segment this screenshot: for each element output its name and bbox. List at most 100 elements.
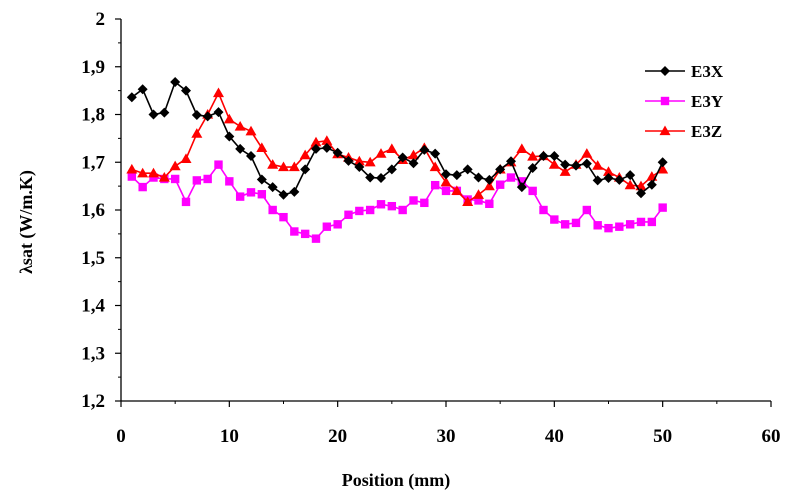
data-point	[581, 148, 593, 158]
data-point	[278, 161, 289, 172]
series-e3y	[127, 160, 667, 243]
axes	[115, 18, 772, 407]
data-point	[300, 164, 311, 175]
data-point	[409, 196, 418, 205]
data-point	[234, 120, 246, 131]
series-e3x	[126, 77, 668, 200]
data-point	[582, 205, 592, 215]
x-tick-label: 60	[762, 426, 781, 447]
data-point	[657, 157, 668, 168]
data-point	[191, 128, 203, 138]
data-point	[279, 212, 288, 222]
data-point	[473, 172, 484, 183]
data-point	[365, 172, 376, 183]
data-point	[516, 143, 528, 154]
data-point	[191, 109, 202, 120]
y-tick-label: 1,5	[81, 248, 105, 269]
x-axis-title: Position (mm)	[342, 470, 450, 491]
data-point	[311, 234, 321, 243]
data-point	[137, 167, 149, 178]
data-point	[571, 218, 581, 228]
data-point	[355, 206, 364, 216]
data-point	[560, 220, 570, 229]
data-point	[550, 215, 559, 224]
data-point	[181, 85, 191, 96]
data-point	[624, 179, 636, 190]
data-point	[365, 205, 375, 215]
data-point	[549, 151, 560, 162]
x-tick-label: 30	[437, 426, 456, 447]
data-point	[256, 174, 267, 185]
data-point	[343, 155, 354, 166]
data-point	[420, 198, 429, 208]
data-point	[548, 159, 560, 169]
data-point	[322, 222, 332, 231]
data-point	[223, 113, 235, 124]
data-point	[180, 153, 192, 164]
data-point	[386, 143, 398, 154]
data-point	[235, 192, 245, 201]
data-point	[246, 188, 256, 197]
data-point	[300, 229, 310, 239]
data-point	[539, 205, 548, 215]
y-tick-label: 1,2	[81, 391, 105, 412]
data-point	[127, 172, 137, 181]
data-point	[376, 173, 386, 184]
data-point	[636, 188, 646, 199]
data-point	[581, 158, 592, 169]
series-line	[131, 91, 664, 203]
data-point	[495, 180, 505, 189]
data-point	[636, 217, 646, 227]
data-point	[267, 159, 279, 169]
data-point	[603, 166, 614, 176]
data-series	[126, 77, 669, 243]
data-point	[527, 151, 539, 161]
data-point	[311, 143, 321, 154]
data-point	[506, 173, 516, 182]
data-point	[592, 160, 604, 170]
tick-labels: 1,21,31,41,51,61,71,81,920 10 20 30 40 50 60	[81, 9, 780, 447]
data-point	[441, 169, 451, 180]
data-point	[137, 84, 148, 95]
series-e3z	[126, 87, 669, 207]
data-point	[202, 111, 213, 122]
data-point	[299, 149, 311, 160]
legend-marker	[660, 66, 670, 76]
data-point	[408, 149, 419, 160]
data-point	[149, 173, 158, 182]
y-tick-label: 1,9	[81, 57, 105, 78]
data-point	[387, 201, 397, 211]
data-point	[213, 87, 224, 98]
data-point	[310, 136, 322, 147]
data-point	[440, 176, 452, 187]
legend-item: E3Y	[645, 92, 723, 111]
data-point	[474, 196, 483, 205]
data-point	[462, 196, 474, 207]
data-point	[603, 173, 614, 184]
data-point	[213, 107, 224, 118]
data-point	[170, 77, 181, 88]
data-point	[430, 148, 441, 159]
y-tick-label: 2	[96, 9, 106, 30]
data-point	[441, 186, 451, 196]
y-tick-label: 1,7	[81, 152, 105, 173]
data-point	[506, 156, 516, 167]
data-point	[451, 185, 463, 196]
data-point	[214, 160, 223, 169]
x-tick-label: 0	[116, 426, 126, 447]
data-point	[289, 186, 300, 197]
data-point	[658, 203, 667, 212]
data-point	[245, 125, 257, 136]
data-point	[593, 221, 602, 230]
data-point	[158, 172, 170, 182]
y-axis-title: λsat (W/m.K)	[16, 170, 37, 274]
data-point	[376, 200, 386, 209]
data-point	[288, 161, 300, 172]
data-point	[462, 164, 473, 175]
y-tick-label: 1,3	[81, 343, 105, 364]
data-point	[517, 177, 527, 186]
y-tick-label: 1,6	[81, 200, 105, 221]
data-point	[419, 144, 430, 155]
y-tick-label: 1,4	[81, 296, 105, 317]
data-point	[159, 107, 170, 118]
